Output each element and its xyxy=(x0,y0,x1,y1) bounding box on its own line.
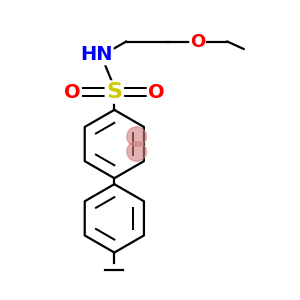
Text: S: S xyxy=(106,82,122,102)
Circle shape xyxy=(127,127,146,146)
Text: O: O xyxy=(64,82,81,101)
Text: HN: HN xyxy=(80,45,113,64)
Circle shape xyxy=(127,142,146,161)
Text: O: O xyxy=(190,32,205,50)
Text: O: O xyxy=(148,82,164,101)
